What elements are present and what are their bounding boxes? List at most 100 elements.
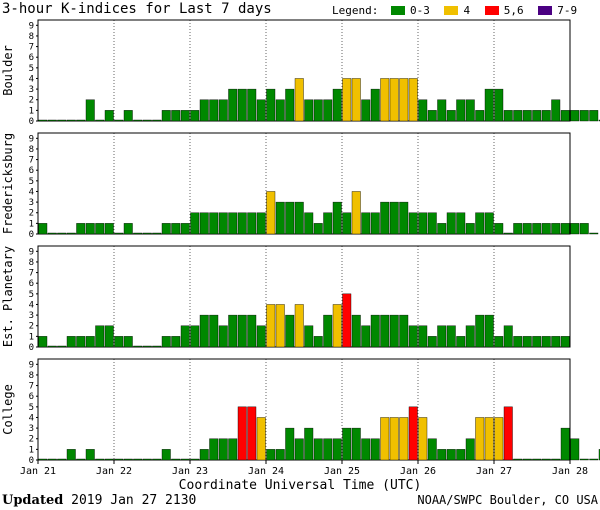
k-index-bar bbox=[589, 110, 599, 122]
k-index-bar bbox=[114, 336, 124, 348]
k-index-bar bbox=[522, 110, 532, 122]
k-index-bar bbox=[209, 314, 219, 348]
k-index-bar bbox=[418, 99, 428, 122]
k-index-bar bbox=[152, 119, 162, 122]
x-tick-label: Jan 26 bbox=[400, 466, 436, 477]
legend-item-label: 4 bbox=[463, 4, 471, 17]
k-index-bar bbox=[218, 99, 228, 122]
k-index-charts: 0123456789Boulder0123456789Fredericksbur… bbox=[1, 19, 600, 477]
k-index-bar bbox=[579, 110, 589, 122]
legend-swatch-0-3 bbox=[390, 6, 405, 15]
y-tick-label: 9 bbox=[29, 360, 34, 370]
k-index-bar bbox=[494, 88, 504, 122]
k-index-bar bbox=[38, 223, 48, 235]
y-tick-label: 2 bbox=[29, 96, 34, 106]
k-index-bar bbox=[104, 458, 114, 461]
k-index-bar bbox=[427, 438, 437, 461]
k-index-bar bbox=[370, 212, 380, 235]
k-index-bar bbox=[38, 336, 48, 348]
x-tick-label: Jan 28 bbox=[552, 466, 588, 477]
k-index-bar bbox=[218, 438, 228, 461]
k-index-bar bbox=[133, 458, 143, 461]
k-index-bar bbox=[513, 458, 523, 461]
k-index-bar bbox=[551, 99, 561, 122]
y-tick-label: 1 bbox=[29, 332, 34, 342]
k-index-bar bbox=[579, 223, 589, 235]
y-tick-label: 6 bbox=[29, 53, 34, 63]
k-index-bar bbox=[551, 223, 561, 235]
k-index-bar bbox=[294, 304, 304, 348]
k-index-bar bbox=[370, 438, 380, 461]
chart-title: 3-hour K-indices for Last 7 days bbox=[2, 1, 272, 17]
k-index-bar bbox=[408, 406, 418, 461]
k-index-bar bbox=[361, 212, 371, 235]
panel-title: Fredericksburg bbox=[1, 133, 15, 234]
k-index-bar bbox=[579, 458, 589, 461]
k-index-bar bbox=[237, 212, 247, 235]
y-tick-label: 3 bbox=[29, 85, 34, 95]
k-index-bar bbox=[104, 325, 114, 348]
k-index-bar bbox=[522, 336, 532, 348]
k-index-bar bbox=[313, 438, 323, 461]
k-index-bar bbox=[180, 458, 190, 461]
k-index-bar bbox=[541, 110, 551, 122]
k-index-bar bbox=[456, 336, 466, 348]
y-tick-label: 9 bbox=[29, 247, 34, 257]
k-index-bar bbox=[114, 119, 124, 122]
k-index-bar bbox=[123, 458, 133, 461]
k-index-bar bbox=[199, 314, 209, 348]
k-index-bar bbox=[408, 78, 418, 122]
k-index-bar bbox=[85, 336, 95, 348]
k-index-bar bbox=[142, 458, 152, 461]
k-index-bar bbox=[57, 458, 67, 461]
k-index-bar bbox=[570, 223, 580, 235]
k-index-bar bbox=[465, 99, 475, 122]
k-index-bar bbox=[76, 336, 86, 348]
k-index-bar bbox=[332, 438, 342, 461]
k-index-bar bbox=[484, 417, 494, 461]
k-index-bar bbox=[161, 336, 171, 348]
panel-title: Boulder bbox=[1, 45, 15, 96]
k-index-bar bbox=[408, 325, 418, 348]
y-tick-label: 8 bbox=[29, 258, 34, 268]
k-index-bar bbox=[370, 314, 380, 348]
k-index-bar bbox=[323, 99, 333, 122]
k-index-bar bbox=[503, 325, 513, 348]
k-index-bar bbox=[513, 110, 523, 122]
k-index-bar bbox=[133, 345, 143, 348]
k-index-bar bbox=[541, 336, 551, 348]
y-tick-label: 0 bbox=[29, 343, 34, 353]
k-index-bar bbox=[503, 406, 513, 461]
y-tick-label: 0 bbox=[29, 117, 34, 127]
k-index-bar bbox=[123, 223, 133, 235]
k-index-bar bbox=[180, 325, 190, 348]
k-index-bar bbox=[418, 417, 428, 461]
y-tick-label: 6 bbox=[29, 392, 34, 402]
k-index-bar bbox=[361, 99, 371, 122]
k-index-bar bbox=[475, 417, 485, 461]
k-index-bar bbox=[389, 314, 399, 348]
k-index-bar bbox=[494, 417, 504, 461]
y-tick-label: 0 bbox=[29, 230, 34, 240]
k-index-bar bbox=[161, 223, 171, 235]
k-index-bar bbox=[76, 119, 86, 122]
panel-title: Est. Planetary bbox=[1, 246, 15, 347]
k-index-bar bbox=[171, 336, 181, 348]
k-index-bar bbox=[342, 78, 352, 122]
k-index-bar bbox=[503, 232, 513, 235]
k-index-bar bbox=[446, 212, 456, 235]
k-index-bar bbox=[104, 110, 114, 122]
k-index-bar bbox=[304, 99, 314, 122]
k-index-bar bbox=[304, 325, 314, 348]
updated-label: Updated bbox=[2, 493, 64, 508]
x-tick-label: Jan 25 bbox=[324, 466, 360, 477]
k-index-bar bbox=[171, 110, 181, 122]
k-index-bar bbox=[95, 458, 105, 461]
k-index-bar bbox=[266, 449, 276, 461]
y-tick-label: 5 bbox=[29, 403, 34, 413]
y-tick-label: 4 bbox=[29, 187, 34, 197]
k-index-bar bbox=[285, 88, 295, 122]
k-index-bar bbox=[570, 438, 580, 461]
y-tick-label: 6 bbox=[29, 166, 34, 176]
panel-title: College bbox=[1, 384, 15, 435]
